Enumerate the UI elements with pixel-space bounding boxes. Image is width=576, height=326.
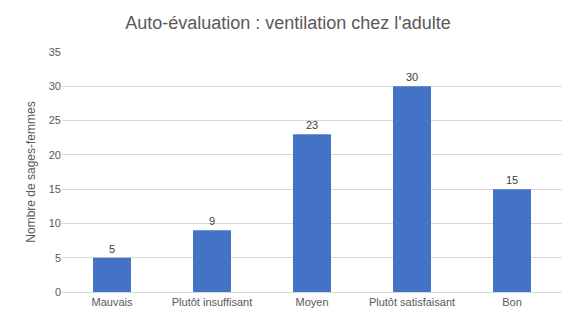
svg-text:Moyen: Moyen bbox=[295, 296, 328, 308]
svg-text:Bon: Bon bbox=[502, 296, 522, 308]
svg-text:20: 20 bbox=[49, 149, 61, 161]
svg-text:Plutôt satisfaisant: Plutôt satisfaisant bbox=[369, 296, 455, 308]
svg-text:Plutôt insuffisant: Plutôt insuffisant bbox=[172, 296, 253, 308]
svg-text:15: 15 bbox=[49, 183, 61, 195]
svg-text:25: 25 bbox=[49, 114, 61, 126]
svg-text:30: 30 bbox=[406, 71, 418, 83]
svg-text:30: 30 bbox=[49, 80, 61, 92]
svg-text:0: 0 bbox=[55, 286, 61, 298]
svg-text:35: 35 bbox=[49, 46, 61, 58]
svg-text:23: 23 bbox=[306, 119, 318, 131]
svg-text:10: 10 bbox=[49, 217, 61, 229]
svg-text:5: 5 bbox=[109, 243, 115, 255]
svg-text:5: 5 bbox=[55, 252, 61, 264]
svg-text:9: 9 bbox=[209, 215, 215, 227]
svg-text:Mauvais: Mauvais bbox=[92, 296, 133, 308]
svg-text:Auto-évaluation : ventilation: Auto-évaluation : ventilation chez l'adu… bbox=[125, 13, 451, 33]
svg-text:Nombre de sages-femmes: Nombre de sages-femmes bbox=[24, 101, 38, 242]
svg-text:15: 15 bbox=[506, 174, 518, 186]
